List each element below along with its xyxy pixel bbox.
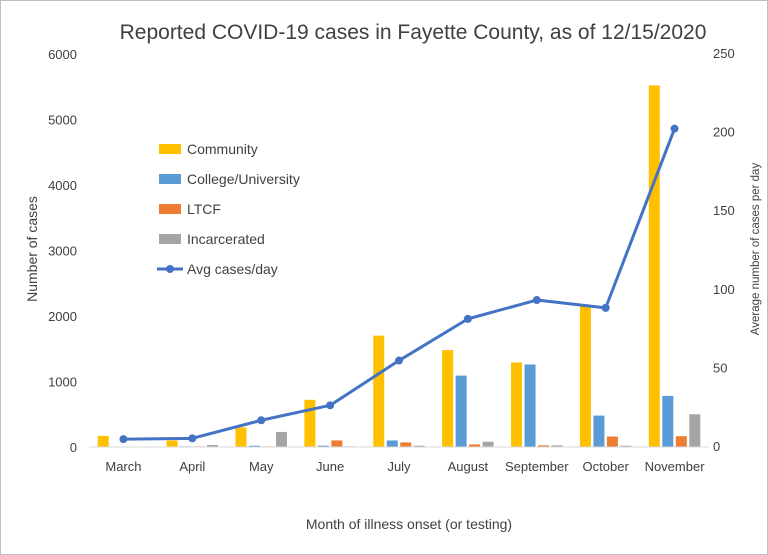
x-tick-label: October [583, 459, 630, 474]
bar-ltcf-june [331, 440, 343, 447]
x-axis-ticks: March April May June July August September Octo… [105, 459, 705, 474]
bar-college-university-november [662, 395, 674, 447]
y2-tick-label: 50 [713, 360, 727, 375]
y-tick-label: 1000 [48, 375, 77, 390]
bar-community-april [166, 440, 178, 447]
bar-college-university-may [248, 445, 260, 447]
bar-community-july [373, 335, 385, 447]
bar-community-june [304, 399, 316, 447]
y2-tick-label: 250 [713, 46, 735, 61]
bar-incarcerated-august [482, 441, 494, 447]
x-tick-label: September [505, 459, 569, 474]
bar-incarcerated-may [275, 431, 287, 447]
avg-point-october [601, 303, 610, 312]
x-tick-label: August [448, 459, 489, 474]
y-tick-label: 5000 [48, 113, 77, 128]
y2-tick-label: 100 [713, 282, 735, 297]
legend-label-community: Community [187, 141, 258, 157]
y2-tick-label: 0 [713, 439, 720, 454]
x-tick-label: November [645, 459, 706, 474]
legend-label-incarcerated: Incarcerated [187, 231, 265, 247]
x-axis-title: Month of illness onset (or testing) [306, 516, 512, 532]
legend-label-avg-cases-day: Avg cases/day [187, 261, 278, 277]
legend-swatch-incarcerated [159, 234, 181, 244]
y2-tick-label: 200 [713, 125, 735, 140]
bar-incarcerated-july [413, 445, 425, 447]
bar-college-university-june [317, 445, 329, 447]
bar-ltcf-august [469, 444, 481, 447]
bar-college-university-august [455, 375, 467, 447]
line-series [119, 124, 679, 444]
y-tick-label: 3000 [48, 244, 77, 259]
y-tick-label: 4000 [48, 178, 77, 193]
bar-incarcerated-april [207, 445, 219, 447]
left-axis-ticks: 0 1000 2000 3000 4000 5000 6000 [48, 47, 77, 455]
y-tick-label: 0 [70, 440, 77, 455]
bar-community-october [579, 304, 591, 447]
bar-community-may [235, 427, 247, 447]
bar-incarcerated-october [620, 445, 632, 447]
y-tick-label: 6000 [48, 47, 77, 62]
x-tick-label: May [249, 459, 274, 474]
avg-point-june [326, 401, 335, 410]
avg-point-august [463, 314, 472, 323]
y2-axis-title: Average number of cases per day [750, 163, 762, 336]
avg-point-november [670, 124, 679, 133]
bar-college-university-july [386, 440, 398, 447]
bar-ltcf-july [400, 442, 412, 447]
bar-community-august [442, 350, 454, 447]
avg-point-march [119, 435, 128, 444]
x-tick-label: March [105, 459, 141, 474]
y-tick-label: 2000 [48, 309, 77, 324]
avg-point-september [532, 296, 541, 305]
y-axis-title: Number of cases [24, 196, 40, 302]
legend-label-college-university: College/University [187, 171, 300, 187]
avg-point-july [395, 356, 403, 365]
bar-ltcf-october [606, 436, 618, 447]
legend: Community College/University LTCF Incarcera… [157, 141, 300, 277]
avg-point-april [188, 434, 197, 443]
chart-title: Reported COVID-19 cases in Fayette Count… [120, 21, 707, 44]
bar-college-university-september [524, 364, 536, 447]
legend-swatch-college-university [159, 174, 181, 184]
x-tick-label: June [316, 459, 344, 474]
right-axis-ticks: 0 50 100 150 200 250 [713, 46, 735, 454]
bar-community-march [97, 435, 109, 447]
legend-label-ltcf: LTCF [187, 201, 221, 217]
x-tick-label: April [179, 459, 205, 474]
avg-point-may [257, 416, 266, 425]
bar-community-november [648, 85, 660, 447]
bar-incarcerated-november [689, 414, 701, 447]
bar-community-september [511, 362, 523, 447]
bar-incarcerated-september [551, 445, 563, 447]
legend-swatch-marker [166, 265, 174, 273]
x-tick-label: July [387, 459, 411, 474]
y2-tick-label: 150 [713, 203, 735, 218]
bar-college-university-october [593, 415, 605, 447]
bar-ltcf-september [538, 445, 550, 447]
legend-swatch-community [159, 144, 181, 154]
bar-ltcf-november [675, 436, 687, 447]
legend-swatch-ltcf [159, 204, 181, 214]
bar-series [97, 85, 701, 447]
